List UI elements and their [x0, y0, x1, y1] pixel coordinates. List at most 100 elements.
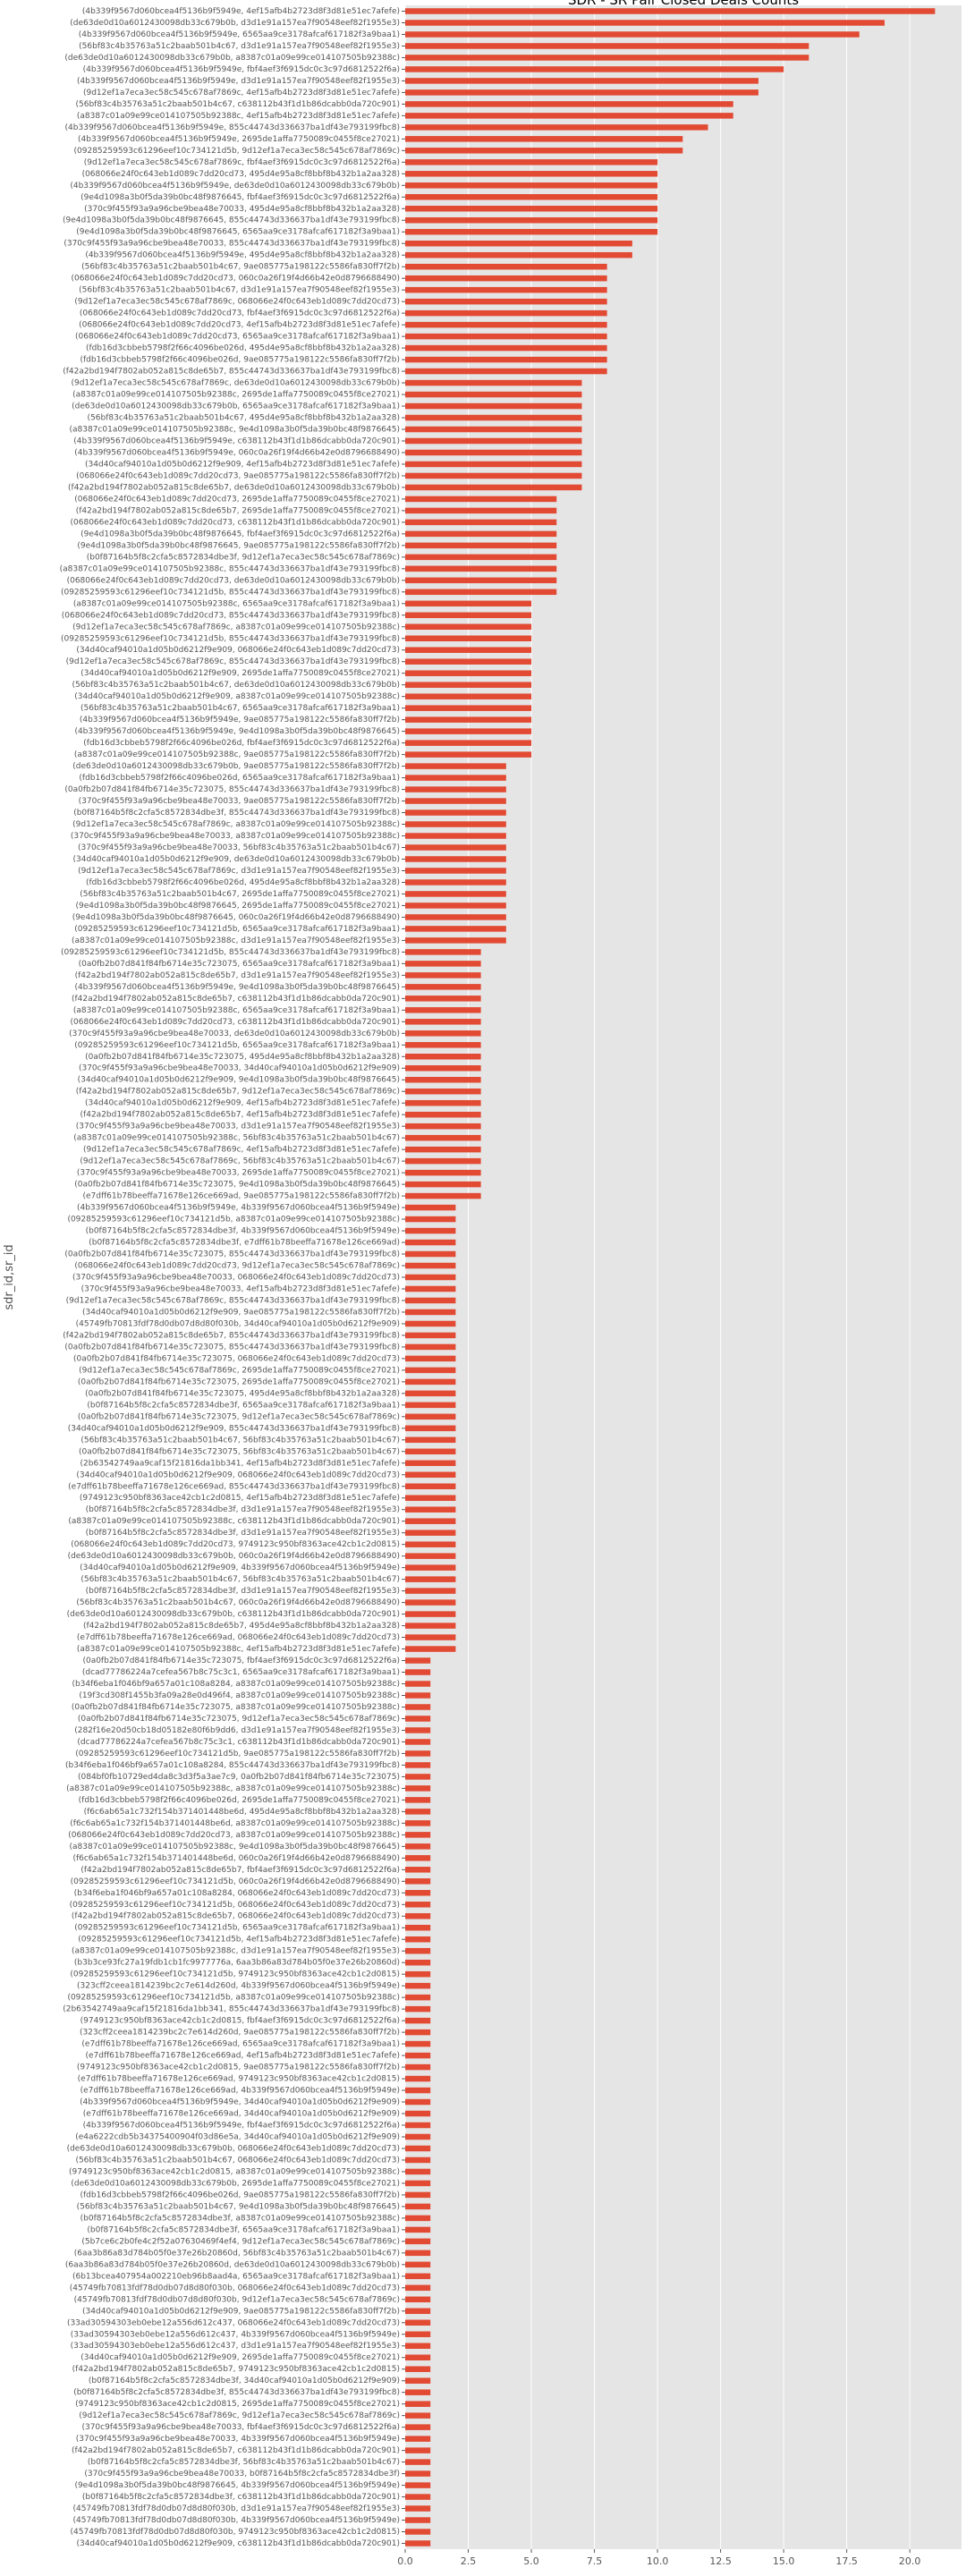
y-tick-label: (b0f87164b5f8c2cfa5c8572834dbe3f, 855c44… [73, 809, 400, 818]
bar [405, 1564, 456, 1571]
y-tick-label: (0a0fb2b07d841f84fb6714e35c723075, 06806… [73, 1354, 400, 1363]
y-tick-label: (370c9f455f93a9a96cbe9bea48e70033, 9ae08… [79, 797, 400, 806]
y-tick-label: (068066e24f0c643eb1d089c7dd20cd73, 97491… [71, 1540, 400, 1549]
bar [405, 565, 557, 572]
bar [405, 2517, 431, 2523]
y-tick-label: (33ad30594303eb0ebe12a556d612c437, 06806… [67, 2318, 400, 2327]
bar [405, 1471, 456, 1479]
bar [405, 159, 658, 165]
bar [405, 2494, 431, 2500]
y-tick-label: (56bf83c4b35763a51c2baab501b4c67, d3d1e9… [79, 42, 400, 51]
y-tick-label: (56bf83c4b35763a51c2baab501b4c67, 495d4e… [88, 414, 400, 423]
bar [405, 833, 506, 839]
bar [405, 1019, 481, 1025]
x-tick-label: 15.0 [773, 2555, 795, 2567]
y-tick-label: (068066e24f0c643eb1d089c7dd20cd73, c6381… [71, 1018, 400, 1027]
y-tick-label: (e7dff61b78beeffa71678e126ce669ad, 6565a… [81, 2040, 400, 2049]
y-tick-label: (0a0fb2b07d841f84fb6714e35c723075, fbf4a… [82, 1657, 400, 1665]
y-tick-label: (370c9f455f93a9a96cbe9bea48e70033, a8387… [71, 832, 400, 841]
y-tick-label: (e7dff61b78beeffa71678e126ce669ad, 4ef15… [85, 2052, 400, 2061]
y-tick-label: (0a0fb2b07d841f84fb6714e35c723075, 9e4d1… [74, 1181, 400, 1190]
y-tick-label: (dcad77786224a7cefea567b8c75c3c1, c63811… [77, 1738, 400, 1747]
bar [405, 507, 557, 514]
y-tick-label: (f42a2bd194f7802ab052a815c8de65b7, de63d… [68, 483, 400, 492]
x-tick-label: 10.0 [647, 2555, 669, 2567]
bar [405, 1378, 456, 1385]
bar [405, 1704, 431, 1710]
y-tick-label: (a8387c01a09e99ce014107505b92388c, 855c4… [60, 564, 400, 573]
y-tick-label: (f42a2bd194f7802ab052a815c8de65b7, fbf4a… [80, 1866, 400, 1875]
y-tick-label: (de63de0d10a6012430098db33c679b0b, d3d1e… [70, 19, 400, 28]
bar [405, 716, 532, 723]
bar [405, 1611, 456, 1617]
y-tick-label: (4b339f9567d060bcea4f5136b9f5949e, 6565a… [79, 30, 400, 39]
bar [405, 2133, 431, 2140]
bar [405, 78, 758, 84]
bar [405, 344, 607, 352]
y-tick-label: (323cff2ceea1814239bc2c7e614d260d, 4b339… [77, 1982, 400, 1991]
y-tick-label: (e7dff61b78beeffa71678e126ce669ad, 4b339… [80, 2087, 400, 2096]
bar [405, 414, 582, 421]
bar [405, 1007, 481, 1013]
bar [405, 1855, 431, 1861]
bar [405, 1982, 431, 1989]
y-tick-label: (f6c6ab65a1c732f154b371401448be6d, a8387… [70, 1819, 400, 1828]
bar [405, 2250, 431, 2257]
bar [405, 1646, 456, 1652]
y-tick-label: (34d40caf94010a1d05b0d6212f9e909, 068066… [76, 1470, 400, 1479]
y-tick-label: (fdb16d3cbbeb5798f2f66c4096be026d, 6565a… [79, 774, 400, 783]
y-tick-label: (068066e24f0c643eb1d089c7dd20cd73, 9d12e… [74, 1262, 400, 1271]
y-tick-label: (e4a6222cdb5b34375400904f03d86e5a, 34d40… [75, 2132, 400, 2141]
y-tick-label: (e7dff61b78beeffa71678e126ce669ad, 97491… [78, 2075, 400, 2084]
y-tick-label: (f42a2bd194f7802ab052a815c8de65b7, 855c4… [63, 1331, 400, 1340]
y-tick-label: (f42a2bd194f7802ab052a815c8de65b7, 4ef15… [80, 1111, 400, 1120]
y-tick-label: (4b339f9567d060bcea4f5136b9f5949e, 495d4… [85, 251, 400, 260]
bar [405, 20, 885, 26]
bar [405, 251, 632, 258]
y-tick-label: (b0f87164b5f8c2cfa5c8572834dbe3f, 6565aa… [87, 2225, 400, 2234]
bar [405, 937, 506, 944]
bar [405, 868, 506, 874]
y-tick-label: (f42a2bd194f7802ab052a815c8de65b7, c6381… [72, 2446, 400, 2455]
bar [405, 926, 506, 932]
bar [405, 519, 557, 526]
bar [405, 809, 506, 816]
bar [405, 1924, 431, 1931]
bar [405, 275, 607, 282]
bar [405, 1530, 456, 1536]
bar [405, 298, 607, 305]
bar [405, 124, 708, 131]
y-tick-label: (e7dff61b78beeffa71678e126ce669ad, 855c4… [68, 1482, 400, 1491]
y-tick-label: (9d12ef1a7eca3ec58c545c678af7869c, 4ef15… [83, 89, 400, 97]
bar [405, 530, 557, 538]
bar [405, 1169, 481, 1176]
bar [405, 171, 658, 177]
y-tick-label: (f42a2bd194f7802ab052a815c8de65b7, 495d4… [83, 1622, 400, 1631]
bar [405, 1239, 456, 1246]
bar [405, 194, 658, 200]
bar [405, 542, 557, 549]
y-tick-label: (19f3cd308f1455b3fa09a28e0d496f4, a8387c… [79, 1691, 400, 1700]
x-tick-label: 20.0 [899, 2555, 921, 2567]
bar [405, 1797, 431, 1803]
bar [405, 821, 506, 827]
y-tick-label: (34d40caf94010a1d05b0d6212f9e909, de63de… [73, 855, 400, 864]
x-tick-label: 2.5 [461, 2555, 477, 2567]
y-tick-label: (45749fb70813fdf78d0db07d8d80f030b, d3d1… [72, 2504, 400, 2513]
x-tick-label: 12.5 [709, 2555, 732, 2567]
bar [405, 2145, 431, 2152]
bar [405, 1054, 481, 1060]
bar [405, 2191, 431, 2199]
bar [405, 902, 506, 909]
y-tick-label: (4b339f9567d060bcea4f5136b9f5949e, fbf4a… [83, 2122, 400, 2131]
y-tick-label: (f6c6ab65a1c732f154b371401448be6d, 495d4… [84, 1808, 400, 1817]
y-tick-label: (9d12ef1a7eca3ec58c545c678af7869c, 855c4… [66, 1296, 400, 1305]
y-tick-label: (a8387c01a09e99ce014107505b92388c, 4ef15… [77, 1645, 400, 1654]
bar [405, 286, 607, 293]
y-tick-label: (de63de0d10a6012430098db33c679b0b, 060c0… [68, 1552, 400, 1561]
bar [405, 879, 506, 886]
y-tick-label: (f42a2bd194f7802ab052a815c8de65b7, 2695d… [76, 506, 400, 515]
y-tick-label: (4b339f9567d060bcea4f5136b9f5949e, d3d1e… [77, 77, 400, 86]
y-tick-label: (068066e24f0c643eb1d089c7dd20cd73, 060c0… [71, 275, 400, 284]
y-tick-label: (9749123c950bf8363ace42cb1c2d0815, 4ef15… [80, 1494, 400, 1503]
